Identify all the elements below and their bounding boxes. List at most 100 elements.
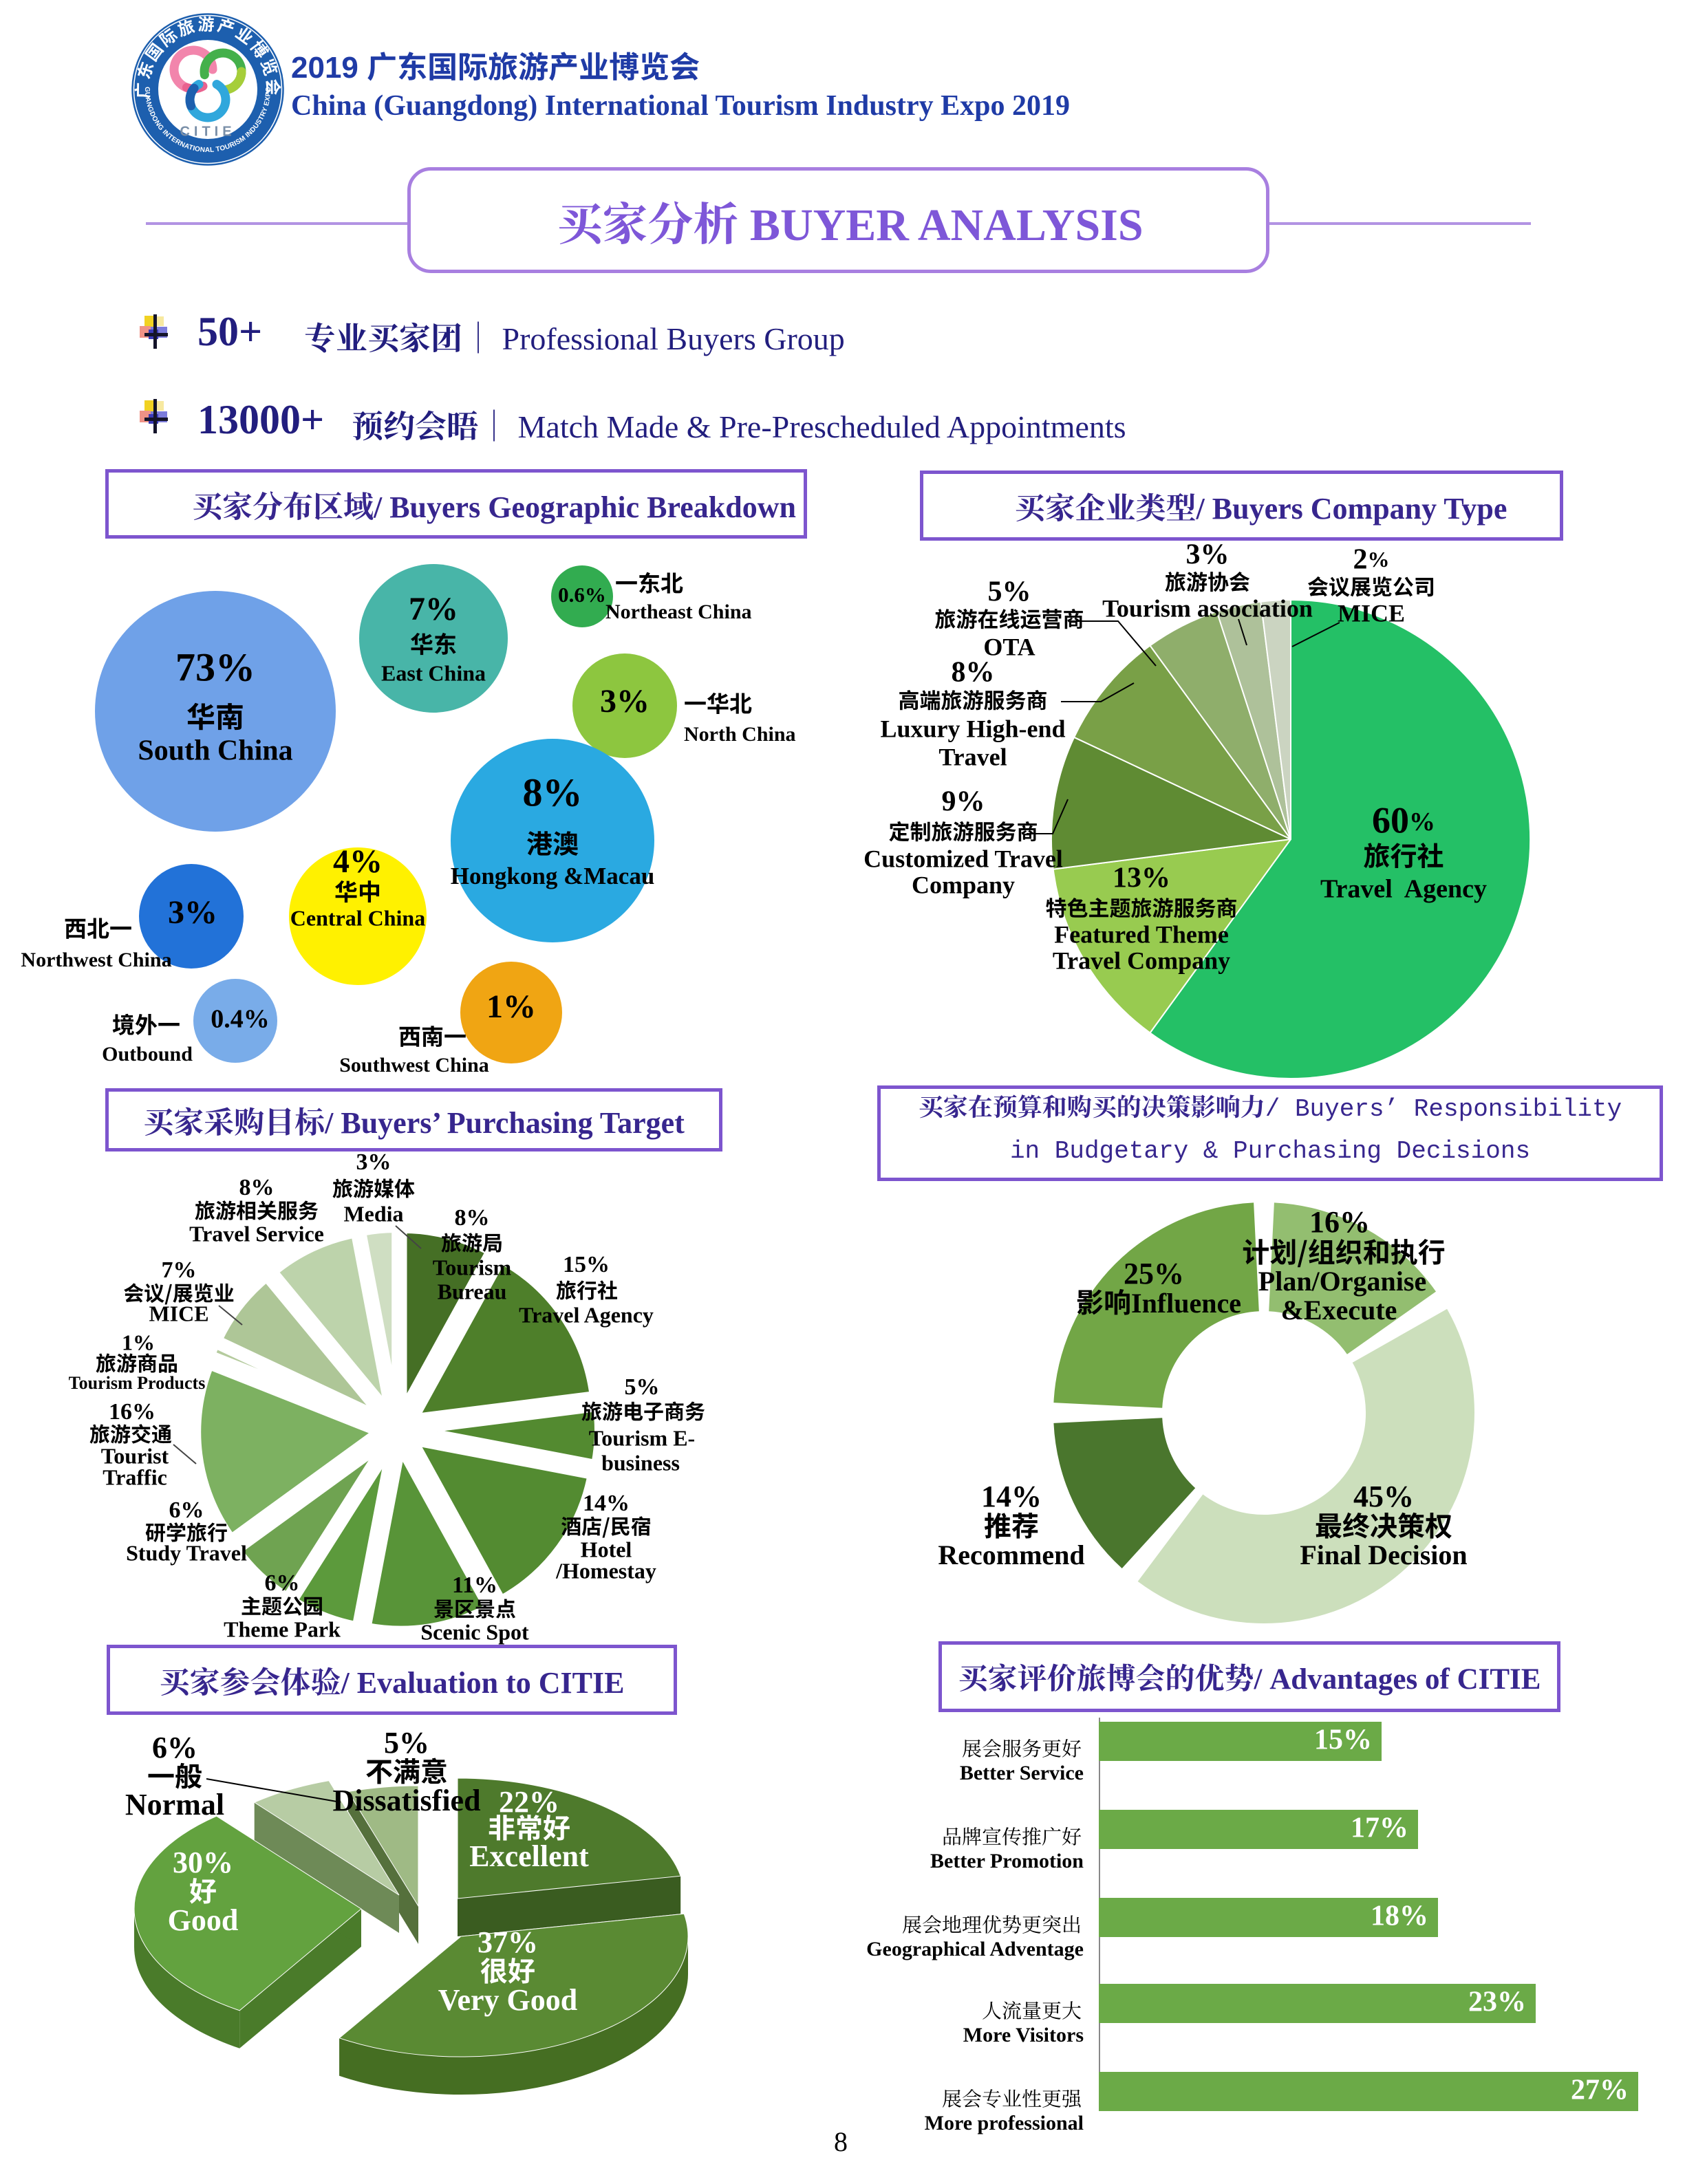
svg-text:MICE: MICE [149, 1301, 208, 1326]
svg-text:Featured Theme: Featured Theme [1054, 920, 1229, 948]
svg-text:主题公园: 主题公园 [241, 1590, 323, 1620]
svg-text:27%: 27% [1571, 2075, 1629, 2106]
svg-text:旅游协会: 旅游协会 [1165, 565, 1250, 596]
svg-text:特色主题旅游服务商: 特色主题旅游服务商 [1046, 891, 1238, 922]
svg-text:60%: 60% [1372, 799, 1435, 841]
svg-text:Company: Company [912, 871, 1015, 898]
svg-text:5%: 5% [384, 1726, 429, 1760]
svg-text:西北一: 西北一 [64, 911, 132, 944]
svg-text:Good: Good [168, 1903, 239, 1937]
svg-text:3%: 3% [168, 894, 217, 931]
svg-text:11%: 11% [452, 1572, 497, 1598]
svg-text:18%: 18% [1371, 1901, 1428, 1932]
svg-text:9%: 9% [942, 786, 985, 818]
svg-text:45%: 45% [1353, 1480, 1414, 1513]
svg-text:5%: 5% [988, 576, 1031, 608]
svg-text:14%: 14% [583, 1491, 630, 1516]
svg-text:OTA: OTA [983, 633, 1035, 660]
svg-text:影响Influence: 影响Influence [1076, 1288, 1241, 1319]
svg-text:3%: 3% [356, 1149, 391, 1175]
svg-text:Travel: Travel [938, 743, 1007, 770]
svg-text:16%: 16% [109, 1399, 155, 1425]
svg-text:Study Travel: Study Travel [126, 1540, 247, 1565]
svg-text:旅游交通: 旅游交通 [89, 1418, 172, 1448]
svg-text:景区景点: 景区景点 [433, 1592, 516, 1623]
svg-text:0.4%: 0.4% [211, 1005, 270, 1034]
svg-text:华东: 华东 [410, 626, 457, 660]
svg-text:Luxury High-end: Luxury High-end [880, 715, 1065, 742]
svg-text:1%: 1% [122, 1330, 155, 1354]
svg-text:Northeast China: Northeast China [605, 601, 752, 623]
svg-text:Theme Park: Theme Park [224, 1617, 341, 1641]
svg-text:More professional: More professional [925, 2112, 1084, 2134]
svg-text:/Homestay: /Homestay [555, 1558, 656, 1583]
svg-text:2%: 2% [1353, 544, 1390, 576]
svg-text:酒店/民宿: 酒店/民宿 [561, 1510, 652, 1540]
svg-text:0.6%: 0.6% [558, 583, 606, 607]
svg-text:4%: 4% [333, 843, 383, 880]
svg-text:旅行社: 旅行社 [1363, 836, 1443, 874]
svg-text:展会专业性更强: 展会专业性更强 [942, 2084, 1082, 2112]
svg-text:6%: 6% [169, 1498, 204, 1523]
svg-text:一华北: 一华北 [684, 686, 752, 719]
svg-text:最终决策权: 最终决策权 [1315, 1504, 1452, 1544]
svg-text:North China: North China [684, 723, 796, 746]
svg-text:17%: 17% [1351, 1813, 1408, 1844]
svg-text:3%: 3% [600, 683, 650, 720]
svg-text:Geographical Adventage: Geographical Adventage [866, 1938, 1084, 1960]
svg-text:Northwest China: Northwest China [21, 949, 171, 971]
svg-text:7%: 7% [409, 591, 458, 627]
svg-text:25%: 25% [1124, 1257, 1184, 1290]
svg-text:好: 好 [189, 1870, 217, 1910]
svg-text:定制旅游服务商: 定制旅游服务商 [889, 814, 1038, 845]
svg-text:8%: 8% [523, 770, 583, 814]
svg-text:Travel Service: Travel Service [189, 1221, 324, 1246]
svg-text:旅行社: 旅行社 [556, 1274, 618, 1304]
svg-text:23%: 23% [1468, 1987, 1526, 2018]
svg-text:Normal: Normal [125, 1788, 224, 1821]
svg-text:Travel Company: Travel Company [1053, 947, 1230, 974]
svg-text:Travel Agency: Travel Agency [1320, 875, 1487, 904]
svg-text:旅游电子商务: 旅游电子商务 [581, 1395, 705, 1425]
svg-text:8%: 8% [952, 657, 995, 689]
svg-text:37%: 37% [477, 1925, 538, 1959]
svg-text:6%: 6% [152, 1731, 197, 1764]
svg-text:Better Service: Better Service [960, 1762, 1084, 1784]
svg-text:Better Promotion: Better Promotion [930, 1850, 1084, 1872]
svg-text:7%: 7% [162, 1257, 197, 1283]
svg-text:旅游商品: 旅游商品 [96, 1347, 178, 1377]
svg-text:Customized Travel: Customized Travel [863, 845, 1063, 872]
svg-text:&Execute: &Execute [1281, 1295, 1397, 1326]
svg-text:非常好: 非常好 [488, 1806, 570, 1846]
svg-text:MICE: MICE [1338, 599, 1405, 627]
svg-text:一东北: 一东北 [615, 565, 683, 598]
svg-text:73%: 73% [175, 645, 255, 689]
svg-text:15%: 15% [1314, 1725, 1372, 1756]
svg-text:Travel Agency: Travel Agency [519, 1302, 654, 1327]
svg-text:business: business [601, 1450, 680, 1475]
svg-text:3%: 3% [1186, 543, 1230, 571]
svg-text:Final Decision: Final Decision [1300, 1539, 1467, 1570]
svg-text:Hotel: Hotel [581, 1537, 632, 1561]
svg-text:Bureau: Bureau [438, 1279, 507, 1304]
svg-text:15%: 15% [563, 1252, 610, 1277]
svg-text:Traffic: Traffic [103, 1464, 167, 1489]
svg-text:会议/展览业: 会议/展览业 [123, 1277, 235, 1307]
svg-text:14%: 14% [981, 1480, 1042, 1513]
svg-text:高端旅游服务商: 高端旅游服务商 [899, 683, 1048, 714]
svg-text:人流量更大: 人流量更大 [982, 1996, 1082, 2024]
svg-text:Plan/Organise: Plan/Organise [1258, 1266, 1426, 1297]
svg-text:华中: 华中 [334, 874, 381, 907]
svg-text:8%: 8% [239, 1175, 275, 1200]
svg-text:CITIE: CITIE [180, 124, 235, 139]
svg-text:港澳: 港澳 [526, 823, 579, 861]
svg-text:16%: 16% [1309, 1205, 1370, 1239]
svg-text:旅游媒体: 旅游媒体 [332, 1172, 415, 1202]
svg-text:一般: 一般 [147, 1755, 202, 1795]
svg-text:South China: South China [138, 735, 292, 767]
svg-text:6%: 6% [265, 1570, 300, 1596]
svg-text:品牌宣传推广好: 品牌宣传推广好 [942, 1821, 1082, 1850]
svg-text:很好: 很好 [480, 1949, 535, 1989]
svg-text:1%: 1% [486, 988, 536, 1025]
svg-text:旅游相关服务: 旅游相关服务 [195, 1194, 319, 1224]
